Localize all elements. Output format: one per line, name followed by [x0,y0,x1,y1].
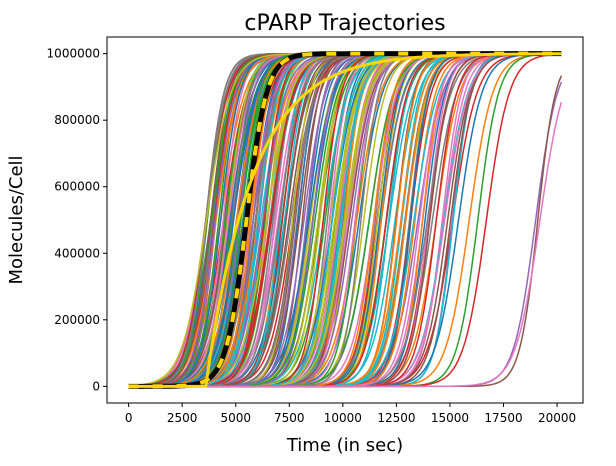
summary-lines [128,51,562,389]
x-tick-label: 20000 [538,411,576,425]
x-tick-label: 17500 [484,411,522,425]
y-tick-label: 200000 [54,313,100,327]
y-tick-label: 800000 [54,113,100,127]
y-tick-label: 600000 [54,180,100,194]
x-tick-label: 7500 [274,411,305,425]
x-tick-label: 15000 [431,411,469,425]
x-tick-label: 5000 [220,411,251,425]
x-tick-label: 2500 [167,411,198,425]
y-tick-label: 0 [92,379,100,393]
x-tick-label: 10000 [324,411,362,425]
x-tick-label: 12500 [377,411,415,425]
y-axis-ticks: 0 200000 400000 600000 800000 1000000 [47,47,107,393]
fit-curve-line [128,52,562,388]
mean-trajectory-dashes [128,51,562,389]
y-tick-label: 1000000 [47,47,100,61]
x-axis-ticks: 0 2500 5000 7500 10000 12500 15000 17500 20000 [125,403,576,425]
trajectory-lines [128,52,563,388]
x-axis-label: Time (in sec) [286,435,403,456]
chart-title: cPARP Trajectories [244,11,445,36]
y-tick-label: 400000 [54,246,100,260]
x-tick-label: 0 [125,411,133,425]
y-axis-label: Molecules/Cell [6,155,27,284]
plot-frame [106,36,584,404]
